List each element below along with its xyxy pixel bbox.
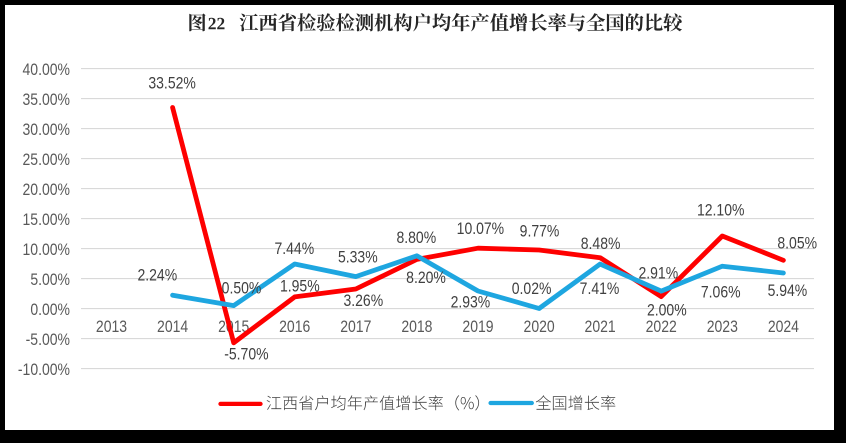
svg-text:-5.70%: -5.70% (224, 345, 268, 363)
svg-text:25.00%: 25.00% (23, 151, 70, 169)
svg-text:20.00%: 20.00% (23, 181, 70, 199)
svg-text:2024: 2024 (768, 318, 799, 336)
svg-text:2.91%: 2.91% (638, 265, 678, 283)
svg-text:2023: 2023 (707, 318, 738, 336)
svg-text:0.50%: 0.50% (222, 280, 262, 298)
svg-text:2.00%: 2.00% (647, 302, 687, 320)
svg-text:12.10%: 12.10% (697, 201, 744, 219)
svg-text:2022: 2022 (646, 318, 677, 336)
svg-text:2020: 2020 (524, 318, 555, 336)
svg-text:8.48%: 8.48% (581, 235, 621, 253)
svg-text:2016: 2016 (279, 318, 310, 336)
svg-text:35.00%: 35.00% (23, 91, 70, 109)
svg-text:2.93%: 2.93% (451, 294, 491, 312)
svg-text:9.77%: 9.77% (520, 223, 560, 241)
svg-text:8.05%: 8.05% (777, 235, 817, 253)
svg-text:15.00%: 15.00% (23, 211, 70, 229)
svg-text:33.52%: 33.52% (148, 74, 195, 92)
svg-text:8.20%: 8.20% (406, 269, 446, 287)
svg-text:7.41%: 7.41% (580, 280, 620, 298)
svg-text:-5.00%: -5.00% (26, 331, 70, 349)
svg-text:2.24%: 2.24% (137, 266, 177, 284)
svg-text:7.06%: 7.06% (701, 284, 741, 302)
svg-text:30.00%: 30.00% (23, 121, 70, 139)
svg-text:7.44%: 7.44% (274, 240, 314, 258)
svg-text:0.00%: 0.00% (30, 301, 70, 319)
svg-text:5.00%: 5.00% (30, 271, 70, 289)
svg-text:0.02%: 0.02% (512, 280, 552, 298)
svg-text:2019: 2019 (462, 318, 493, 336)
svg-text:2017: 2017 (340, 318, 371, 336)
svg-text:2013: 2013 (96, 318, 127, 336)
svg-text:2021: 2021 (585, 318, 616, 336)
svg-text:-10.00%: -10.00% (18, 361, 70, 379)
svg-text:2014: 2014 (157, 318, 188, 336)
svg-text:2015: 2015 (218, 318, 249, 336)
svg-text:1.95%: 1.95% (280, 278, 320, 296)
svg-text:10.00%: 10.00% (23, 241, 70, 259)
svg-text:2018: 2018 (401, 318, 432, 336)
svg-text:5.33%: 5.33% (338, 249, 378, 267)
svg-text:8.80%: 8.80% (396, 229, 436, 247)
svg-text:5.94%: 5.94% (768, 282, 808, 300)
svg-text:40.00%: 40.00% (23, 61, 70, 79)
svg-text:10.07%: 10.07% (457, 220, 504, 238)
svg-text:3.26%: 3.26% (343, 292, 383, 310)
